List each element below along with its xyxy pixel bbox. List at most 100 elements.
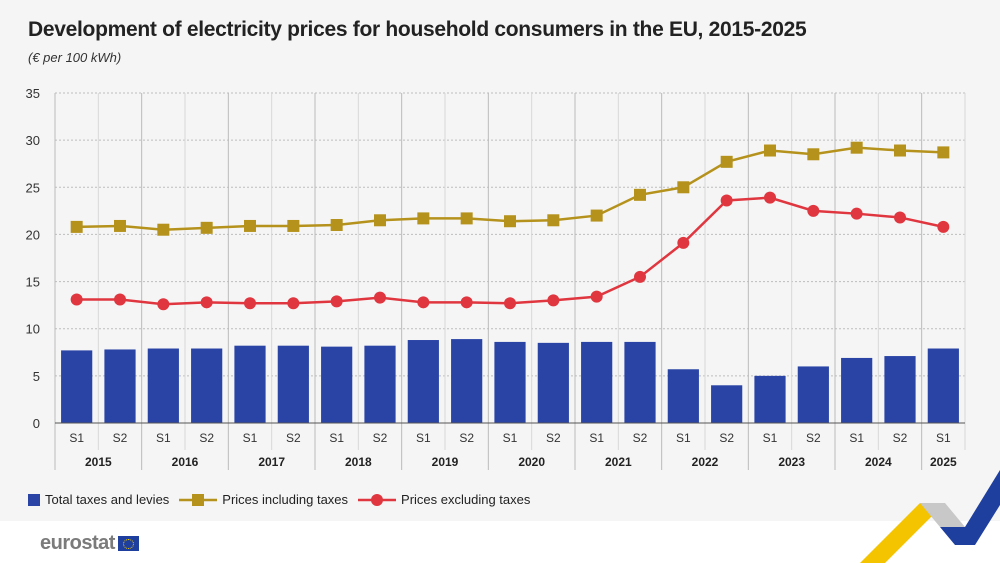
y-tick-label: 20 [26,227,40,242]
x-tick-label: S2 [459,431,474,445]
legend-item-incl: Prices including taxes [179,492,348,507]
eurostat-corner-graphic [860,470,1000,563]
marker-incl [677,181,690,194]
bar-taxes [624,341,656,423]
marker-incl [287,219,300,232]
eu-flag-icon [117,536,139,551]
marker-incl [200,221,213,234]
marker-excl [244,297,256,310]
year-label: 2017 [258,455,285,469]
marker-excl [850,207,863,220]
year-label: 2018 [345,455,372,469]
marker-excl [287,297,300,310]
marker-excl [374,291,386,304]
year-label: 2025 [930,455,957,469]
marker-incl [807,148,820,161]
bar-taxes [754,375,786,423]
marker-incl [720,155,733,168]
marker-incl [937,146,950,159]
legend-circle-marker-icon [358,493,397,506]
bar-taxes [581,341,613,423]
x-tick-label: S2 [719,431,734,445]
year-label: 2016 [172,455,199,469]
x-tick-label: S1 [936,431,951,445]
x-tick-label: S2 [633,431,648,445]
x-tick-label: S1 [589,431,604,445]
chart-title: Development of electricity prices for ho… [28,18,807,41]
bar-taxes [61,350,93,423]
x-tick-label: S1 [243,431,258,445]
marker-incl [634,188,646,201]
x-tick-label: S2 [893,431,908,445]
year-label: 2020 [518,455,545,469]
marker-incl [590,209,603,222]
marker-excl [590,290,603,303]
bar-taxes [841,357,873,423]
bar-taxes [407,340,439,423]
bar-taxes [797,366,829,423]
marker-incl [547,214,560,227]
y-tick-label: 30 [26,133,40,148]
marker-excl [894,211,906,224]
y-tick-label: 5 [33,369,40,384]
marker-excl [200,296,213,309]
y-tick-label: 0 [33,416,40,431]
x-tick-label: S1 [329,431,344,445]
y-tick-label: 35 [26,86,40,101]
x-tick-label: S1 [156,431,171,445]
marker-incl [330,219,343,231]
marker-excl [547,294,560,307]
y-tick-label: 15 [26,275,40,290]
y-tick-label: 10 [26,322,40,337]
bar-taxes [884,356,916,423]
legend-item-taxes: Total taxes and levies [28,492,169,507]
y-tick-label: 25 [26,180,40,195]
legend: Total taxes and levies Prices including … [28,492,530,507]
bar-taxes [321,346,353,423]
x-tick-label: S2 [113,431,128,445]
marker-incl [374,214,386,227]
marker-excl [70,293,83,306]
marker-excl [330,295,343,308]
x-tick-label: S1 [416,431,431,445]
x-tick-label: S1 [849,431,864,445]
marker-incl [244,219,256,232]
marker-excl [417,296,430,309]
x-tick-label: S2 [199,431,214,445]
bar-taxes [191,348,223,423]
x-tick-label: S2 [806,431,821,445]
year-label: 2021 [605,455,632,469]
marker-excl [460,296,473,309]
x-tick-label: S1 [503,431,518,445]
legend-label: Total taxes and levies [45,492,170,507]
bar-taxes [451,339,483,423]
marker-excl [157,298,170,311]
marker-excl [937,220,950,233]
marker-incl [157,223,170,236]
marker-incl [764,144,776,157]
marker-excl [634,270,646,283]
marker-incl [504,215,516,228]
logo-text: eurostat [40,532,115,554]
chart-subtitle: (€ per 100 kWh) [28,50,122,65]
bar-taxes [494,341,526,423]
year-label: 2019 [432,455,459,469]
chart-panel [0,0,1000,521]
legend-square-marker-icon [179,493,218,506]
legend-bar-swatch [28,493,40,506]
year-label: 2015 [85,455,112,469]
marker-excl [807,204,820,217]
year-label: 2022 [692,455,719,469]
marker-excl [764,191,776,204]
legend-item-excl: Prices excluding taxes [358,492,530,507]
marker-incl [70,220,83,233]
bar-taxes [927,348,959,423]
bar-taxes [234,345,266,423]
marker-incl [850,141,863,154]
x-tick-label: S2 [546,431,561,445]
bar-taxes [364,345,396,423]
marker-incl [114,219,126,232]
legend-label: Prices excluding taxes [401,492,531,507]
x-tick-label: S1 [676,431,691,445]
